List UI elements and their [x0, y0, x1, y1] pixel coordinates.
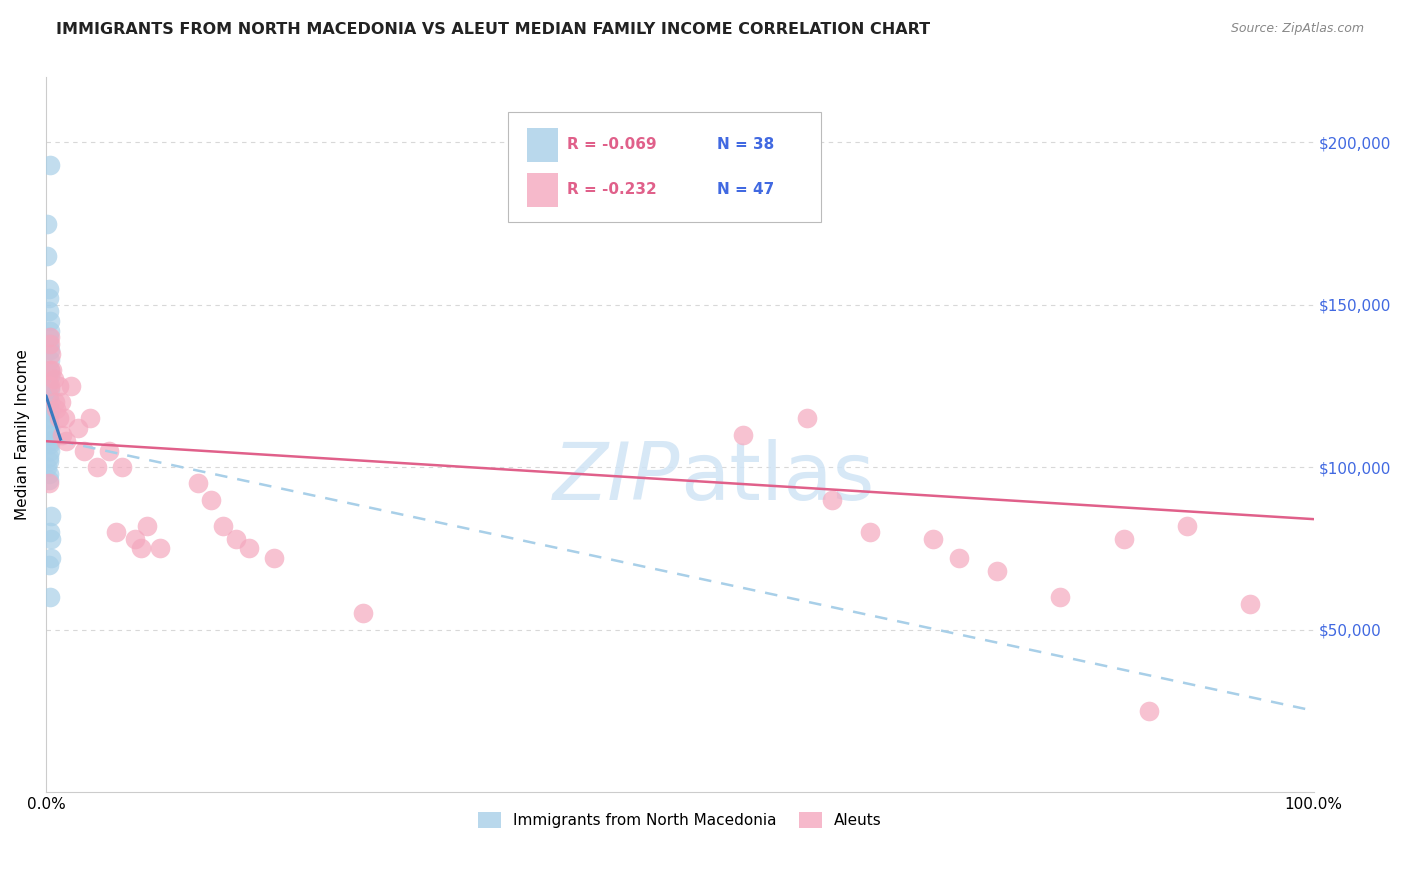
Point — [98, 444, 121, 458]
Point — [38, 444, 60, 458]
Point — [796, 411, 818, 425]
Point — [859, 525, 882, 540]
Point — [38, 281, 60, 295]
Point — [986, 564, 1008, 578]
Point — [79, 411, 101, 425]
Point — [129, 541, 152, 556]
Point — [922, 532, 945, 546]
Point — [38, 453, 60, 467]
Point — [38, 324, 60, 338]
Point — [149, 541, 172, 556]
Text: R = -0.069: R = -0.069 — [567, 137, 657, 153]
Point — [51, 427, 73, 442]
Point — [263, 551, 285, 566]
Point — [37, 249, 59, 263]
Point — [38, 330, 60, 344]
Point — [37, 217, 59, 231]
Text: Source: ZipAtlas.com: Source: ZipAtlas.com — [1230, 22, 1364, 36]
Point — [60, 379, 83, 393]
Point — [212, 518, 235, 533]
Point — [37, 460, 59, 475]
Point — [136, 518, 159, 533]
Point — [1137, 704, 1160, 718]
Point — [38, 405, 60, 419]
Point — [38, 417, 60, 432]
Point — [38, 353, 60, 368]
Point — [38, 421, 60, 435]
Point — [73, 444, 96, 458]
Point — [41, 363, 63, 377]
Point — [38, 291, 60, 305]
Point — [38, 411, 60, 425]
Point — [38, 158, 60, 172]
Point — [38, 467, 60, 481]
Point — [51, 395, 73, 409]
Point — [38, 427, 60, 442]
Point — [238, 541, 260, 556]
Point — [86, 460, 108, 475]
Point — [104, 525, 127, 540]
Point — [38, 473, 60, 487]
Point — [48, 379, 70, 393]
Point — [733, 427, 755, 442]
Point — [38, 450, 60, 465]
Point — [38, 558, 60, 572]
Text: ZIP: ZIP — [553, 439, 681, 516]
Point — [53, 411, 76, 425]
Text: atlas: atlas — [681, 439, 875, 516]
Point — [39, 532, 62, 546]
Point — [38, 336, 60, 351]
Point — [187, 476, 209, 491]
Text: N = 38: N = 38 — [717, 137, 775, 153]
Point — [66, 421, 89, 435]
Point — [38, 476, 60, 491]
Point — [948, 551, 970, 566]
Point — [38, 369, 60, 384]
Point — [38, 314, 60, 328]
Point — [38, 437, 60, 451]
Point — [38, 304, 60, 318]
Point — [48, 411, 70, 425]
Point — [39, 346, 62, 360]
Point — [1112, 532, 1135, 546]
Point — [200, 492, 222, 507]
Point — [38, 363, 60, 377]
Point — [42, 372, 65, 386]
Point — [38, 330, 60, 344]
Point — [1049, 590, 1071, 604]
Text: N = 47: N = 47 — [717, 182, 775, 197]
Point — [225, 532, 247, 546]
Point — [55, 434, 77, 449]
Point — [38, 379, 60, 393]
Point — [38, 382, 60, 396]
Point — [38, 525, 60, 540]
Point — [45, 401, 67, 416]
Point — [352, 607, 374, 621]
Point — [38, 376, 60, 390]
Y-axis label: Median Family Income: Median Family Income — [15, 350, 30, 520]
Point — [1175, 518, 1198, 533]
Point — [38, 434, 60, 449]
Point — [38, 363, 60, 377]
Point — [38, 343, 60, 358]
Legend: Immigrants from North Macedonia, Aleuts: Immigrants from North Macedonia, Aleuts — [471, 806, 889, 834]
Point — [124, 532, 146, 546]
Point — [39, 508, 62, 523]
Point — [38, 590, 60, 604]
Text: IMMIGRANTS FROM NORTH MACEDONIA VS ALEUT MEDIAN FAMILY INCOME CORRELATION CHART: IMMIGRANTS FROM NORTH MACEDONIA VS ALEUT… — [56, 22, 931, 37]
Point — [821, 492, 844, 507]
Point — [38, 401, 60, 416]
Point — [38, 389, 60, 403]
Point — [38, 336, 60, 351]
Point — [1239, 597, 1261, 611]
Text: R = -0.232: R = -0.232 — [567, 182, 657, 197]
Point — [38, 395, 60, 409]
Point — [111, 460, 134, 475]
Point — [39, 551, 62, 566]
Point — [44, 395, 66, 409]
